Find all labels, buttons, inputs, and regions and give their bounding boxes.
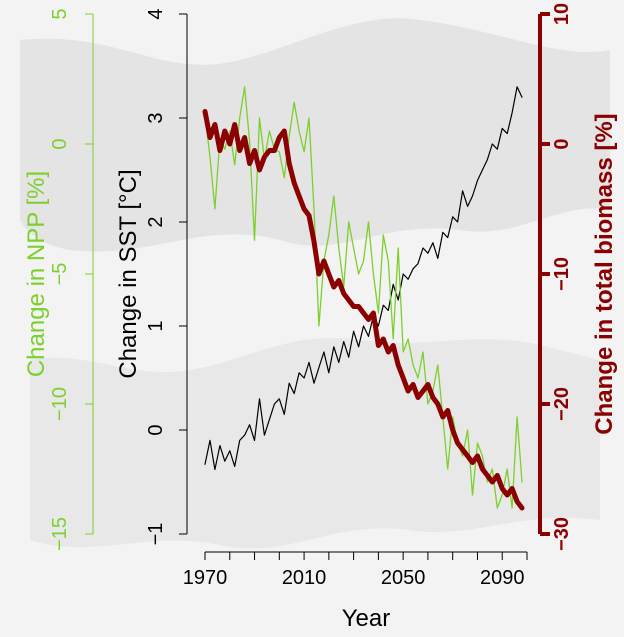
sst-series-line: [204, 86, 523, 471]
x-axis: 1970 2010 2050 2090: [183, 551, 528, 589]
sst-tick-label: 3: [145, 112, 167, 123]
x-tick-label: 1970: [183, 567, 228, 589]
npp-tick-label: 0: [49, 138, 71, 149]
biomass-tick-label: −20: [551, 387, 573, 421]
npp-tick-label: 5: [49, 8, 71, 19]
biomass-tick-label: 10: [551, 3, 573, 25]
biomass-tick-label: −30: [551, 517, 573, 551]
biomass-axis: 10 0 −10 −20 −30: [538, 3, 573, 551]
npp-axis: 5 0 −5 −10 −15: [49, 8, 94, 551]
biomass-series-line: [202, 109, 525, 511]
series-group: [202, 86, 525, 511]
biomass-tick-label: −10: [551, 257, 573, 291]
x-axis-title: Year: [342, 605, 391, 632]
sst-tick-label: 1: [145, 320, 167, 331]
map-landmass-1: [20, 18, 610, 252]
x-tick-label: 2010: [282, 567, 327, 589]
npp-axis-title: Change in NPP [%]: [23, 171, 50, 377]
biomass-tick-label: 0: [551, 138, 573, 149]
sst-axis: 4 3 2 1 0 −1: [145, 8, 188, 546]
sst-tick-label: −1: [145, 523, 167, 546]
npp-tick-label: −5: [49, 263, 71, 286]
x-tick-label: 2050: [381, 567, 426, 589]
npp-tick-label: −15: [49, 517, 71, 551]
sst-axis-title: Change in SST [°C]: [115, 169, 142, 378]
sst-tick-label: 2: [145, 216, 167, 227]
biomass-axis-title: Change in total biomass [%]: [591, 113, 618, 434]
npp-tick-label: −10: [49, 387, 71, 421]
map-landmass-2: [30, 337, 600, 549]
x-tick-label: 2090: [480, 567, 525, 589]
sst-tick-label: 4: [145, 8, 167, 19]
sst-tick-label: 0: [145, 424, 167, 435]
